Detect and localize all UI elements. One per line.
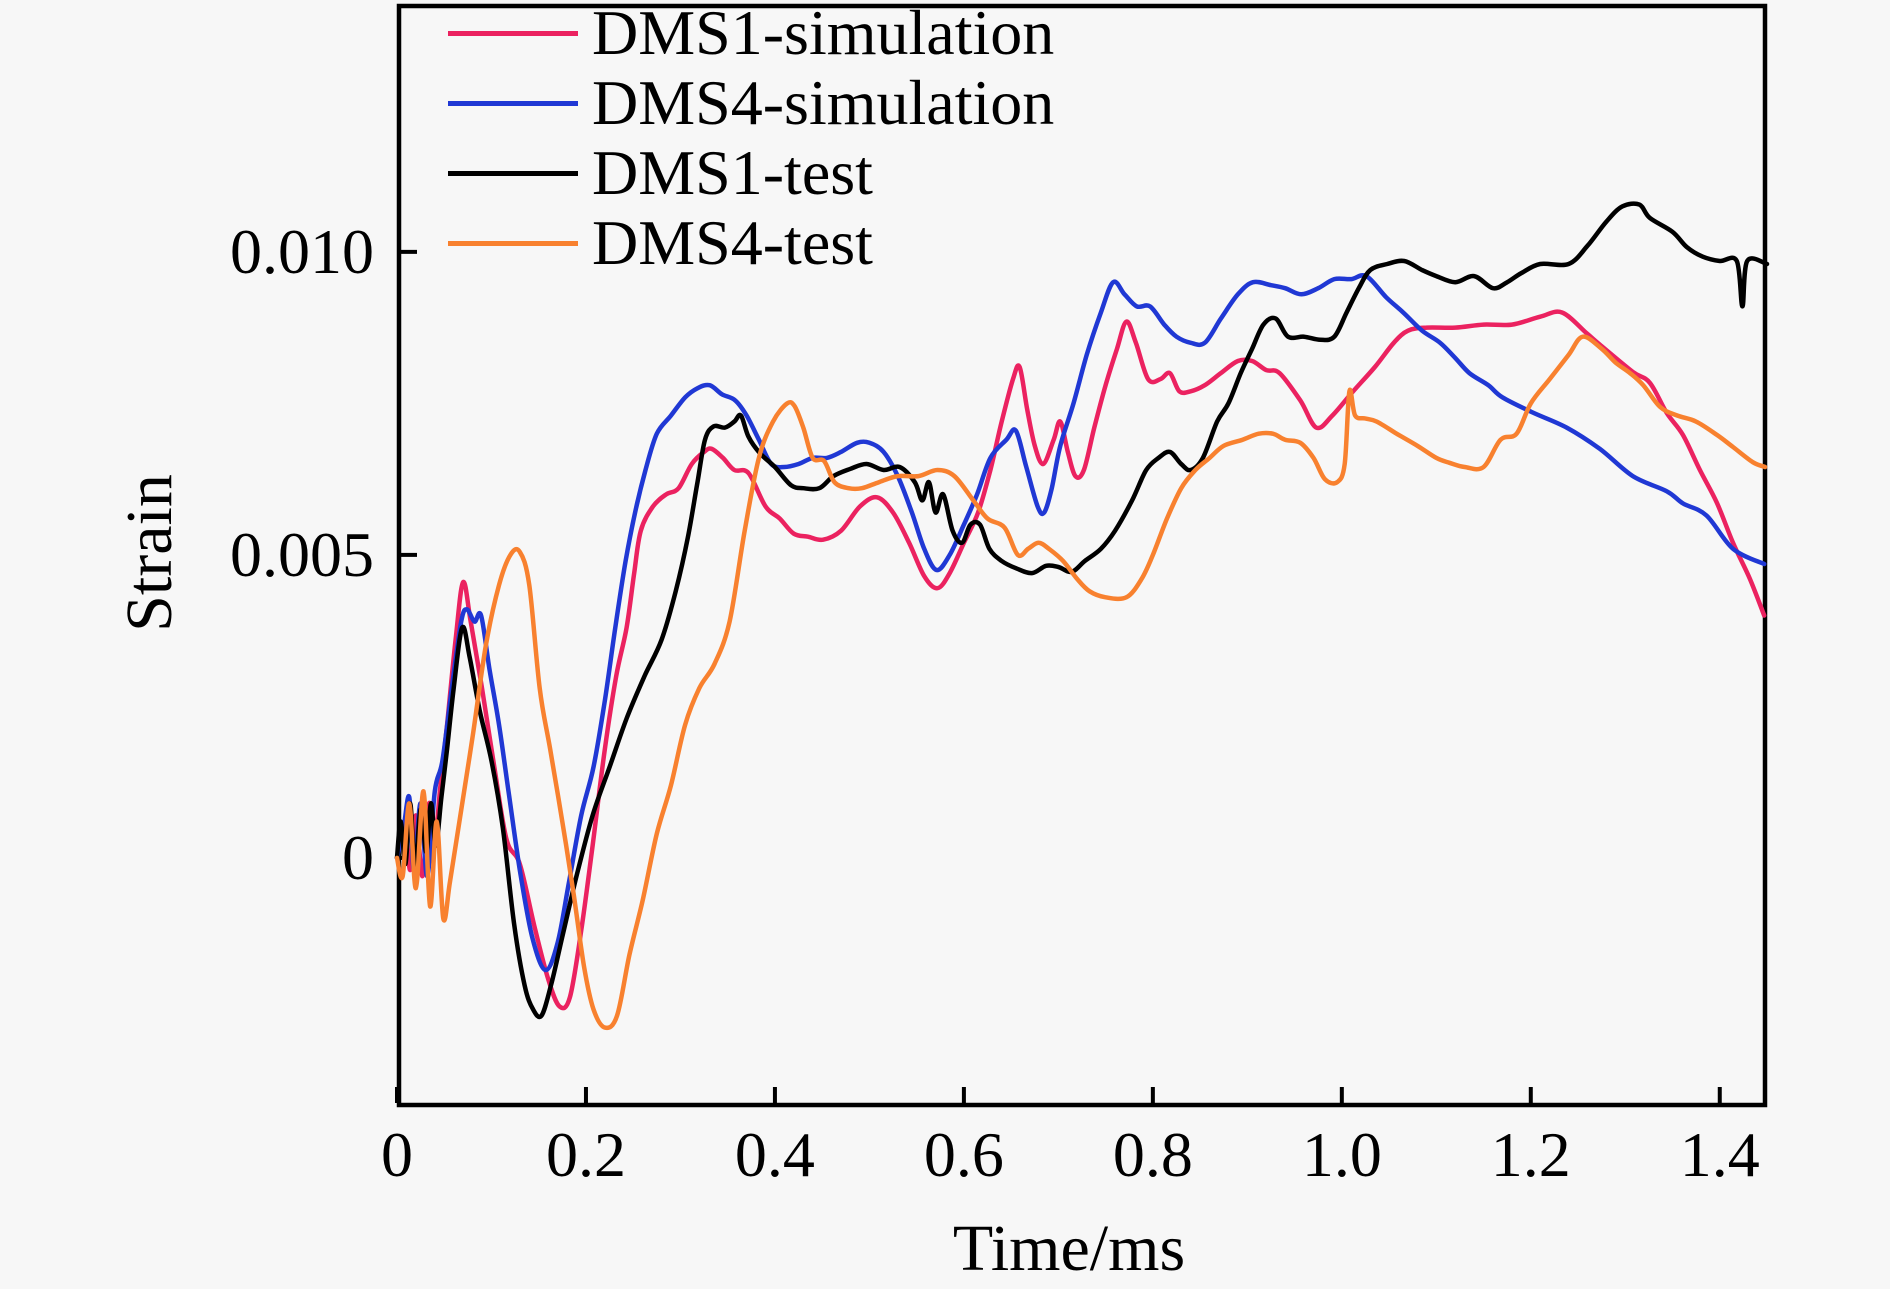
legend-item-dms4-simulation: DMS4-simulation bbox=[448, 68, 1054, 138]
x-tick-label: 1.0 bbox=[1301, 1119, 1382, 1190]
series-line-dms4-simulation bbox=[394, 272, 1767, 973]
x-tick-label: 0 bbox=[381, 1119, 413, 1190]
x-tick-label: 1.4 bbox=[1679, 1119, 1760, 1190]
series-line-dms1-test bbox=[394, 201, 1770, 1020]
legend-line-swatch bbox=[448, 170, 578, 176]
legend-label: DMS4-simulation bbox=[592, 67, 1055, 138]
x-tick-label: 0.8 bbox=[1112, 1119, 1193, 1190]
x-tick-label: 0.4 bbox=[734, 1119, 815, 1190]
legend-line-swatch bbox=[448, 30, 578, 36]
legend-line-swatch bbox=[448, 240, 578, 246]
series-line-dms4-test bbox=[394, 334, 1768, 1031]
legend: DMS1-simulation DMS4-simulation DMS1-tes… bbox=[448, 0, 1054, 278]
plot-frame bbox=[396, 3, 1768, 1108]
legend-line-swatch bbox=[448, 100, 578, 106]
legend-label: DMS1-simulation bbox=[592, 0, 1055, 68]
x-axis-title: Time/ms bbox=[952, 1212, 1186, 1285]
y-tick-label: 0 bbox=[342, 821, 374, 893]
x-tick-label: 0.6 bbox=[923, 1119, 1004, 1190]
y-tick-label: 0.005 bbox=[230, 518, 374, 590]
legend-item-dms4-test: DMS4-test bbox=[448, 208, 1054, 278]
series-line-dms1-simulation bbox=[394, 309, 1767, 1011]
legend-label: DMS1-test bbox=[592, 137, 873, 208]
legend-item-dms1-test: DMS1-test bbox=[448, 138, 1054, 208]
legend-label: DMS4-test bbox=[592, 207, 873, 278]
x-tick-label: 0.2 bbox=[545, 1119, 626, 1190]
x-tick-label: 1.2 bbox=[1490, 1119, 1571, 1190]
y-tick-label: 0.010 bbox=[230, 215, 374, 287]
legend-item-dms1-simulation: DMS1-simulation bbox=[448, 0, 1054, 68]
